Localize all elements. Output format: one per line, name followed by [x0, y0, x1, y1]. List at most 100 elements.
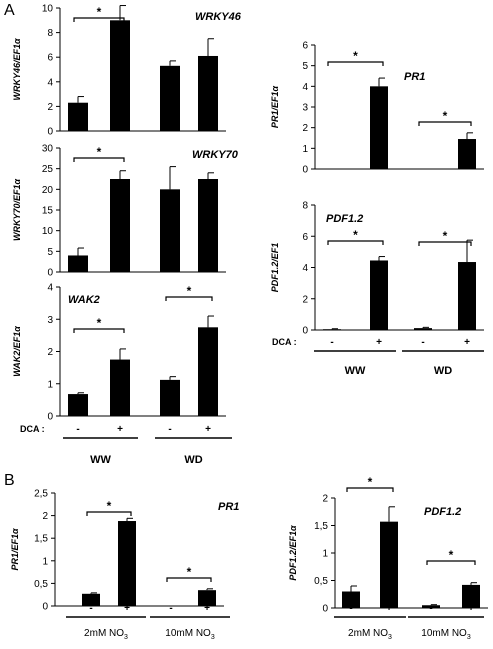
y-tick-label: 30: [42, 144, 54, 155]
y-axis-label: WRKY46/EF1α: [12, 38, 22, 101]
group-label-subscript: 3: [124, 634, 128, 641]
dca-mark: +: [205, 424, 211, 435]
chart-wak2: 0 1 2 3 4 WAK2/EF1α WAK2 * * DCA : - + - + WW WD: [12, 283, 232, 466]
y-tick-label: 8: [302, 201, 308, 212]
y-tick-label: 4: [47, 77, 53, 88]
dca-mark: -: [168, 424, 171, 435]
y-tick-label: 5: [47, 247, 53, 258]
significance-bracket: [426, 560, 476, 565]
dca-mark: -: [89, 603, 92, 614]
group-label-subscript: 3: [211, 634, 215, 641]
bar: [162, 605, 180, 607]
bar: [68, 255, 88, 272]
significance-bracket: [73, 157, 125, 162]
significance-bracket: [418, 121, 472, 126]
group-label: 10mM NO3: [421, 628, 471, 641]
group-label: WW: [345, 365, 366, 377]
bar: [160, 65, 180, 131]
dca-mark: -: [330, 337, 333, 348]
y-axis-label: PR1/EF1α: [10, 528, 20, 571]
significance-star: *: [187, 565, 192, 579]
y-tick-label: 2: [47, 102, 53, 113]
chart-pdf12_a: 0 2 4 6 8 PDF1.2/EF1 PDF1.2 * * DCA : - + - + WW WD: [270, 201, 484, 377]
group-label: WD: [434, 365, 452, 377]
y-tick-label: 2: [302, 123, 308, 134]
dca-label: DCA :: [272, 337, 297, 347]
dca-mark: +: [464, 337, 470, 348]
group-label-subscript: 3: [388, 634, 392, 641]
y-tick-label: 2: [42, 511, 48, 522]
y-tick-label: 15: [42, 206, 54, 217]
bar: [370, 86, 388, 169]
bar: [110, 20, 130, 131]
dca-mark: -: [349, 603, 352, 614]
dca-mark: -: [169, 603, 172, 614]
y-tick-label: 4: [302, 263, 308, 274]
significance-star: *: [353, 49, 358, 63]
y-tick-label: 5: [302, 61, 308, 72]
dca-mark: -: [76, 424, 79, 435]
significance-star: *: [353, 228, 358, 242]
y-tick-label: 3: [47, 315, 53, 326]
y-tick-label: 0: [47, 127, 53, 138]
y-axis-label: PR1/EF1α: [270, 86, 280, 129]
chart-title: WAK2: [68, 294, 100, 306]
chart-title: PR1: [218, 501, 239, 513]
significance-bracket: [346, 487, 394, 492]
y-tick-label: 25: [42, 164, 54, 175]
group-label: 2mM NO3: [348, 628, 392, 641]
bar: [323, 329, 341, 331]
y-tick-label: 4: [47, 283, 53, 294]
group-label: WW: [90, 454, 111, 466]
bar: [342, 591, 360, 608]
y-tick-label: 1,5: [314, 521, 328, 532]
y-axis-label: WAK2/EF1α: [12, 326, 22, 377]
bar: [198, 55, 218, 131]
dca-label: DCA :: [20, 424, 45, 434]
y-tick-label: 2: [322, 494, 328, 505]
significance-bracket: [166, 577, 212, 582]
bar: [198, 590, 216, 606]
significance-bracket: [73, 328, 125, 333]
bar: [198, 179, 218, 272]
y-tick-label: 6: [302, 41, 308, 52]
y-tick-label: 1: [322, 549, 328, 560]
y-axis-label: PDF1.2/EF1: [270, 243, 280, 293]
significance-bracket: [327, 240, 384, 245]
y-tick-label: 2: [47, 347, 53, 358]
bar: [160, 189, 180, 272]
bar: [82, 593, 100, 606]
y-tick-label: 20: [42, 185, 54, 196]
chart-wrky46: 0 2 4 6 8 10 WRKY46/EF1α WRKY46 *: [12, 4, 242, 138]
y-tick-label: 10: [42, 4, 54, 15]
y-axis-label: PDF1.2/EF1α: [288, 525, 298, 581]
bar: [458, 139, 476, 169]
significance-bracket: [86, 511, 132, 516]
y-tick-label: 2,5: [34, 489, 48, 500]
bar: [380, 521, 398, 608]
bar: [414, 168, 432, 170]
significance-bracket: [165, 296, 213, 301]
y-tick-label: 0: [302, 326, 308, 337]
significance-star: *: [443, 229, 448, 243]
bar: [118, 521, 136, 606]
significance-star: *: [443, 109, 448, 123]
chart-pr1_a: 0 1 2 3 4 5 6 PR1/EF1α PR1 * *: [270, 41, 484, 176]
dca-mark: +: [204, 603, 210, 614]
bar: [160, 379, 180, 416]
y-tick-label: 1: [42, 556, 48, 567]
chart-title: PDF1.2: [326, 213, 363, 225]
bar: [462, 584, 480, 608]
bar: [370, 260, 388, 330]
bar: [323, 168, 341, 170]
dca-mark: +: [117, 424, 123, 435]
significance-bracket: [418, 241, 472, 246]
bar: [68, 102, 88, 131]
panel-a-letter: A: [4, 2, 15, 19]
bar: [68, 394, 88, 416]
y-tick-label: 10: [42, 226, 54, 237]
chart-pr1_b: 0 0,5 1 1,5 2 2,5 PR1/EF1α PR1 * * - + - +2mM NO3 10mM…: [10, 489, 239, 642]
y-tick-label: 6: [302, 232, 308, 243]
